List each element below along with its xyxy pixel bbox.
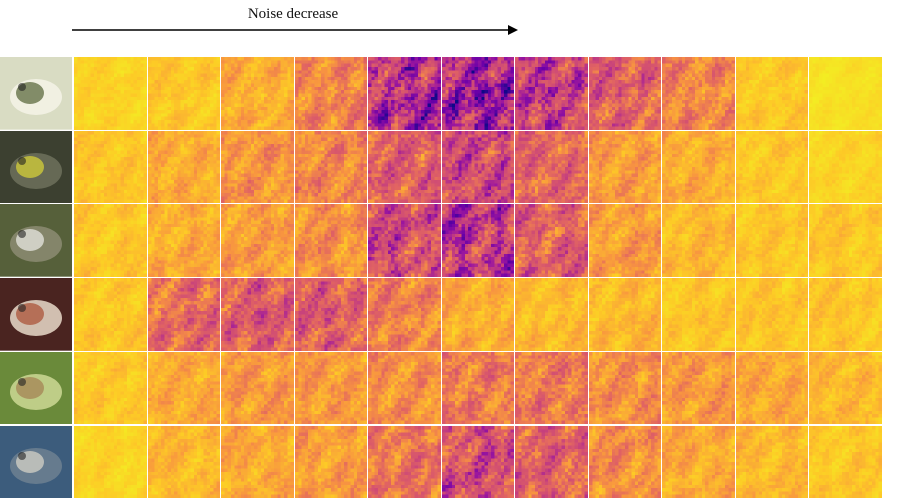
attention-map <box>74 204 147 278</box>
attention-map <box>515 57 588 130</box>
attention-map <box>74 130 147 204</box>
attention-map <box>809 57 882 130</box>
attention-map <box>809 204 882 278</box>
white-frog-icon <box>0 57 72 130</box>
attention-map <box>735 278 808 351</box>
attention-map <box>735 130 808 204</box>
attention-map <box>368 204 441 278</box>
attention-map <box>368 130 441 204</box>
person-icon <box>0 278 72 351</box>
attention-map <box>662 57 735 130</box>
attention-map <box>368 278 441 351</box>
attention-map <box>809 130 882 204</box>
attention-map <box>294 351 367 425</box>
attention-map <box>74 351 147 425</box>
attention-map <box>221 351 294 425</box>
attention-map <box>221 57 294 130</box>
attention-map <box>662 204 735 278</box>
attention-map <box>662 425 735 499</box>
attention-map <box>441 204 514 278</box>
attention-map <box>588 425 661 499</box>
caption-noise-decrease: Noise decrease <box>247 6 339 22</box>
attention-map <box>515 278 588 351</box>
attention-map <box>735 351 808 425</box>
attention-map <box>809 278 882 351</box>
attention-map <box>221 130 294 204</box>
attention-map <box>809 351 882 425</box>
attention-map <box>147 204 220 278</box>
attention-map <box>147 130 220 204</box>
attention-map <box>368 425 441 499</box>
attention-map <box>809 425 882 499</box>
attention-map <box>588 130 661 204</box>
attention-map <box>294 204 367 278</box>
attention-map <box>74 278 147 351</box>
attention-map <box>221 278 294 351</box>
attention-map <box>368 57 441 130</box>
attention-map <box>735 57 808 130</box>
attention-map <box>294 130 367 204</box>
attention-map <box>588 57 661 130</box>
attention-map <box>662 278 735 351</box>
small-bird-icon <box>0 351 72 425</box>
heron-icon <box>0 425 72 499</box>
attention-map <box>441 278 514 351</box>
attention-map <box>662 351 735 425</box>
arrow-right-icon <box>72 25 518 35</box>
attention-map <box>735 425 808 499</box>
attention-map <box>588 278 661 351</box>
attention-map <box>294 425 367 499</box>
attention-map <box>74 425 147 499</box>
attention-map <box>441 351 514 425</box>
white-bird-icon <box>0 204 72 278</box>
attention-map <box>147 351 220 425</box>
attention-map <box>294 278 367 351</box>
attention-map <box>515 425 588 499</box>
attention-map <box>441 425 514 499</box>
attention-map <box>147 425 220 499</box>
attention-map <box>147 57 220 130</box>
attention-map <box>294 57 367 130</box>
attention-map <box>515 351 588 425</box>
attention-map <box>147 278 220 351</box>
attention-map <box>74 57 147 130</box>
attention-map <box>588 351 661 425</box>
attention-map <box>515 204 588 278</box>
attention-map <box>221 204 294 278</box>
attention-map <box>515 130 588 204</box>
attention-map <box>441 130 514 204</box>
attention-map <box>441 57 514 130</box>
attention-map <box>735 204 808 278</box>
attention-map <box>221 425 294 499</box>
attention-map <box>662 130 735 204</box>
attention-map <box>368 351 441 425</box>
attention-map <box>588 204 661 278</box>
crab-icon <box>0 130 72 204</box>
